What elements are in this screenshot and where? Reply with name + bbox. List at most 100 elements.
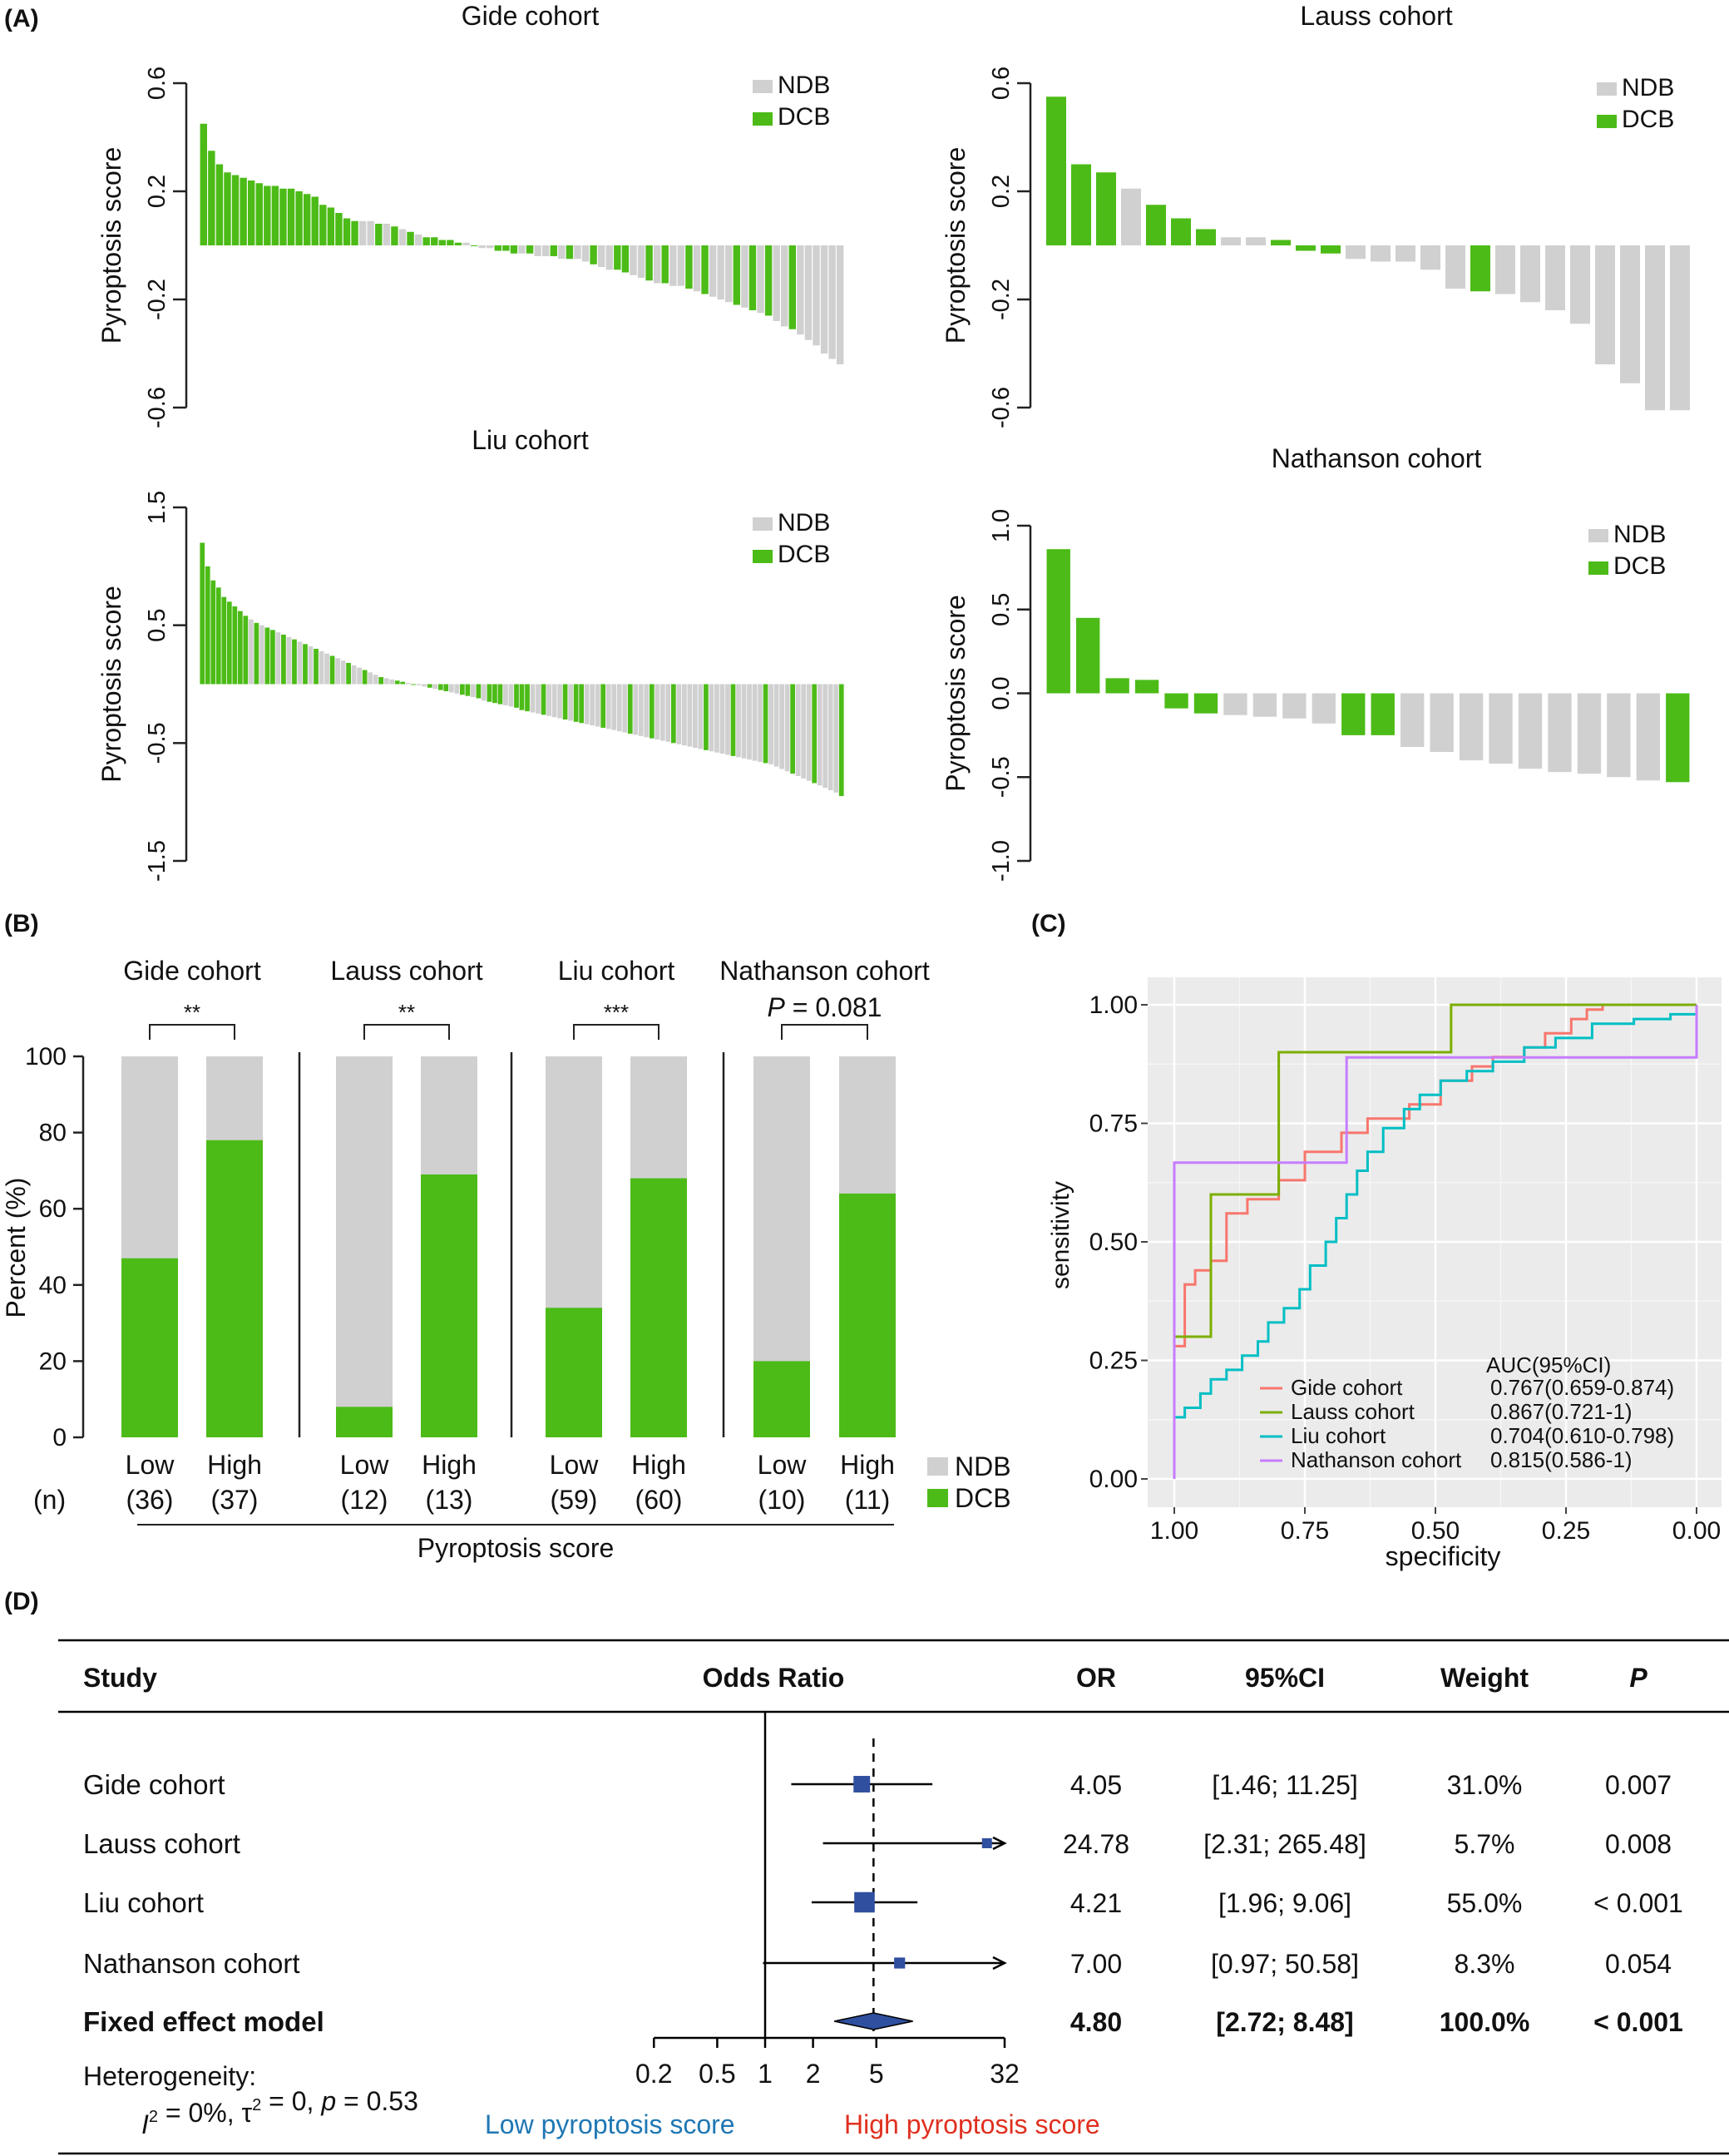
waterfall-bar xyxy=(447,240,454,245)
y-axis-label: Percent (%) xyxy=(1,1178,31,1318)
waterfall-bar xyxy=(653,245,661,284)
waterfall-bar xyxy=(462,242,470,245)
waterfall-bar xyxy=(362,670,368,685)
stacked-bar-dcb xyxy=(121,1258,178,1437)
group-title: Nathanson cohort xyxy=(719,956,930,986)
waterfall-bar xyxy=(275,632,281,685)
waterfall-bar xyxy=(605,245,613,270)
waterfall-bar xyxy=(443,684,449,691)
weight-value: 8.3% xyxy=(1455,1949,1515,1979)
x-category-label: Low xyxy=(550,1450,600,1480)
waterfall-bar xyxy=(1548,693,1572,773)
y-tick-label: 0.2 xyxy=(144,175,170,208)
y-axis-label: Pyroptosis score xyxy=(941,595,971,792)
group-title: Lauss cohort xyxy=(330,956,482,986)
panel-c-roc-curves: 0.00 0.25 0.50 0.75 1.00 1.00 0.75 0.50 0.25 0.00… xyxy=(1047,977,1722,1571)
x-axis-label: Pyroptosis score xyxy=(417,1533,615,1563)
waterfall-bar xyxy=(1645,245,1665,411)
waterfall-bar xyxy=(704,684,709,750)
or-value: 4.05 xyxy=(1070,1770,1122,1800)
waterfall-bar xyxy=(597,245,605,267)
ci-value: [0.97; 50.58] xyxy=(1211,1949,1359,1979)
roc-curve-lauss xyxy=(1173,1003,1697,1479)
waterfall-bar xyxy=(295,191,303,245)
y-tick-label: 100 xyxy=(25,1043,67,1071)
y-tick-label: 0.50 xyxy=(1089,1229,1138,1256)
waterfall-bar xyxy=(1459,693,1484,761)
waterfall-bar xyxy=(709,245,717,297)
waterfall-bar xyxy=(205,566,210,685)
waterfall-bar xyxy=(638,684,644,736)
waterfall-bar xyxy=(1282,693,1307,719)
waterfall-bar xyxy=(795,684,801,776)
legend-series-name: Gide cohort xyxy=(1291,1375,1403,1400)
waterfall-bar xyxy=(1495,245,1515,294)
waterfall-bar xyxy=(319,205,327,245)
stacked-bar-dcb xyxy=(546,1308,602,1437)
waterfall-bar xyxy=(621,245,630,273)
waterfall-bar xyxy=(431,237,438,245)
legend-auc-value: 0.767(0.659-0.874) xyxy=(1490,1375,1674,1400)
waterfall-bar xyxy=(605,684,611,729)
y-tick-label: 0.25 xyxy=(1089,1348,1138,1375)
legend-swatch-dcb xyxy=(1588,561,1608,575)
waterfall-bar xyxy=(264,627,270,685)
waterfall-bar xyxy=(574,245,581,260)
waterfall-bar xyxy=(237,611,243,685)
waterfall-bar xyxy=(487,245,494,249)
column-header-weight: Weight xyxy=(1440,1663,1529,1693)
waterfall-bar xyxy=(351,665,357,685)
group-title: Gide cohort xyxy=(123,956,261,986)
waterfall-bar xyxy=(687,684,693,747)
point-estimate-box xyxy=(854,1891,875,1913)
n-label: (59) xyxy=(551,1485,598,1515)
waterfall-bar xyxy=(292,639,297,685)
waterfall-bar xyxy=(465,684,471,696)
y-tick-label: 40 xyxy=(39,1272,67,1299)
chart-title: Nathanson cohort xyxy=(1272,443,1482,473)
waterfall-bar xyxy=(1430,693,1454,753)
x-category-label: Low xyxy=(126,1450,175,1480)
waterfall-bar xyxy=(773,245,780,321)
x-category-label: Low xyxy=(758,1450,808,1480)
waterfall-bar xyxy=(779,684,784,769)
y-tick-label: 60 xyxy=(39,1195,67,1223)
waterfall-bar xyxy=(1246,237,1266,245)
forest-x-tick-label: 5 xyxy=(869,2059,884,2089)
waterfall-bar xyxy=(226,601,232,685)
waterfall-bar xyxy=(566,245,574,260)
legend-swatch-dcb xyxy=(753,550,773,563)
waterfall-bar xyxy=(343,218,351,245)
waterfall-bar xyxy=(264,185,271,245)
significance-bracket xyxy=(149,1024,235,1040)
forest-x-tick-label: 2 xyxy=(806,2059,821,2089)
x-category-label: High xyxy=(840,1450,895,1480)
waterfall-bar xyxy=(454,242,462,245)
waterfall-bar xyxy=(655,684,660,740)
p-value: 0.008 xyxy=(1605,1829,1672,1859)
legend-auc-value: 0.867(0.721-1) xyxy=(1490,1399,1633,1424)
waterfall-bar xyxy=(682,684,687,746)
legend-swatch-ndb xyxy=(1597,82,1617,96)
waterfall-bar xyxy=(645,245,653,281)
waterfall-bar xyxy=(1252,693,1277,717)
waterfall-bar xyxy=(314,649,319,685)
stacked-bar-dcb xyxy=(336,1407,393,1437)
x-category-label: High xyxy=(631,1450,686,1480)
legend-label-dcb: DCB xyxy=(778,541,830,568)
waterfall-bar xyxy=(281,635,286,685)
p-value: 0.054 xyxy=(1605,1949,1672,1979)
waterfall-bar xyxy=(788,245,797,329)
waterfall-bar xyxy=(502,245,510,251)
n-label: (12) xyxy=(341,1485,388,1515)
significance-stars: *** xyxy=(604,1000,629,1025)
waterfall-bar xyxy=(534,245,541,256)
waterfall-bar xyxy=(383,224,391,245)
waterfall-bar xyxy=(573,684,579,722)
legend-series-name: Nathanson cohort xyxy=(1291,1447,1462,1472)
waterfall-bar xyxy=(1223,693,1247,715)
waterfall-bar xyxy=(541,245,550,256)
legend-label-ndb: NDB xyxy=(1613,521,1666,548)
waterfall-bar xyxy=(1121,188,1141,245)
waterfall-bar xyxy=(1400,693,1425,747)
